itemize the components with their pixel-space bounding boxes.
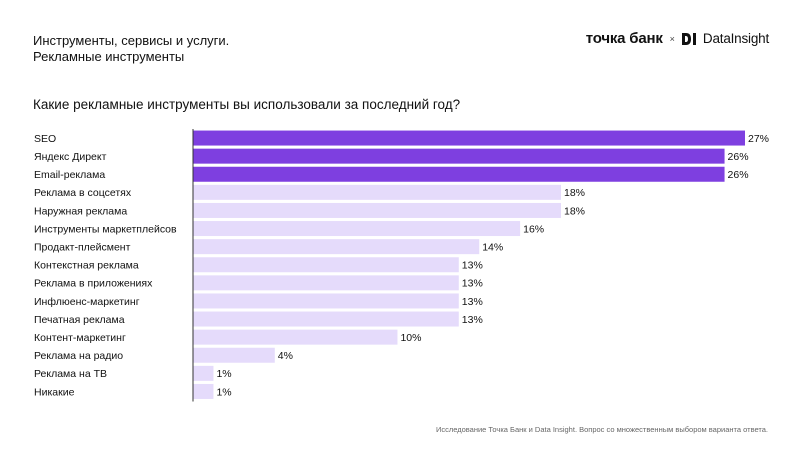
category-label: Продакт-плейсмент xyxy=(34,241,131,253)
category-label: Яндекс Директ xyxy=(34,151,107,163)
value-label: 26% xyxy=(728,151,749,163)
chart-question: Какие рекламные инструменты вы использов… xyxy=(33,97,461,112)
value-label: 1% xyxy=(216,386,231,398)
bar xyxy=(193,257,459,273)
category-label: SEO xyxy=(34,133,56,145)
footnote: Исследование Точка Банк и Data Insight. … xyxy=(435,425,768,434)
category-label: Наружная реклама xyxy=(34,205,127,217)
bar xyxy=(193,347,275,363)
page-title-line-1: Инструменты, сервисы и услуги. xyxy=(33,33,230,48)
category-label: Реклама в соцсетях xyxy=(34,187,132,199)
value-label: 13% xyxy=(462,296,483,308)
datainsight-logo: DataInsight xyxy=(702,31,769,46)
bar xyxy=(193,130,745,146)
category-label: Никакие xyxy=(34,386,75,398)
value-label: 27% xyxy=(748,133,769,145)
brand-separator: × xyxy=(669,33,675,44)
value-label: 26% xyxy=(728,169,749,181)
value-label: 13% xyxy=(462,314,483,326)
bar xyxy=(193,166,725,182)
bar xyxy=(193,383,214,399)
di-logo-icon xyxy=(681,32,697,45)
value-label: 13% xyxy=(462,260,483,272)
bar xyxy=(193,311,459,327)
value-label: 18% xyxy=(564,187,585,199)
value-label: 16% xyxy=(523,223,544,235)
bar xyxy=(193,365,214,381)
bar xyxy=(193,148,725,164)
value-label: 18% xyxy=(564,205,585,217)
value-label: 10% xyxy=(400,332,421,344)
value-label: 4% xyxy=(278,350,293,362)
category-label: Реклама в приложениях xyxy=(34,278,153,290)
category-label: Реклама на радио xyxy=(34,350,123,362)
brand-logos: точка банк × DataInsight xyxy=(586,30,769,47)
category-label: Печатная реклама xyxy=(34,314,125,326)
category-label: Контент-маркетинг xyxy=(34,332,126,344)
bar xyxy=(193,293,459,309)
tochka-bank-logo: точка банк xyxy=(585,30,663,47)
value-label: 1% xyxy=(216,368,231,380)
bar xyxy=(193,329,398,345)
value-label: 14% xyxy=(482,241,503,253)
bar xyxy=(193,202,561,218)
bar xyxy=(193,275,459,291)
category-label: Контекстная реклама xyxy=(34,260,139,272)
category-label: Реклама на ТВ xyxy=(34,368,107,380)
category-label: Инфлюенс-маркетинг xyxy=(34,296,140,308)
page-title: Инструменты, сервисы и услуги. Рекламные… xyxy=(33,33,229,65)
bar xyxy=(193,239,480,255)
value-label: 13% xyxy=(462,278,483,290)
page-title-line-2: Рекламные инструменты xyxy=(33,49,185,64)
bar xyxy=(193,184,561,200)
category-label: Email-реклама xyxy=(34,169,105,181)
category-label: Инструменты маркетплейсов xyxy=(34,223,177,235)
bar xyxy=(193,221,521,237)
